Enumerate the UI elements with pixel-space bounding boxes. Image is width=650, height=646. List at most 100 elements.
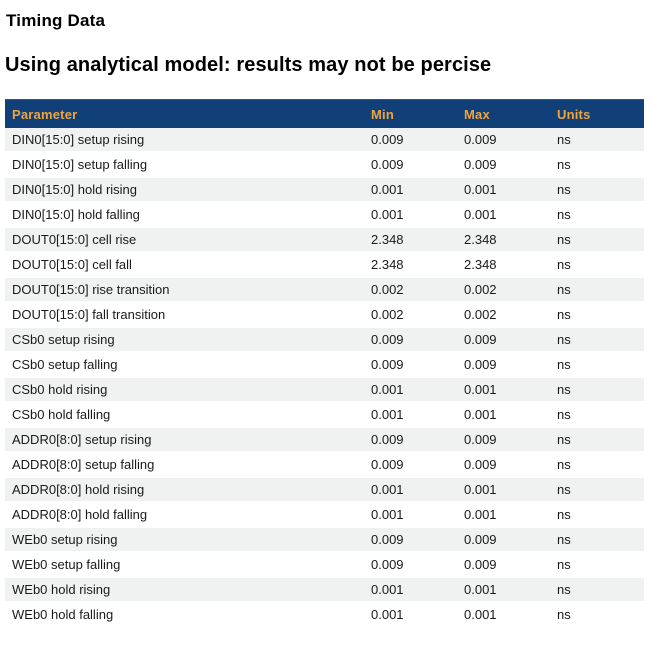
cell-units: ns [552, 277, 644, 303]
cell-max: 0.001 [459, 177, 552, 203]
table-row: WEb0 setup falling 0.009 0.009 ns [5, 552, 644, 578]
column-header-max: Max [459, 99, 552, 128]
table-row: CSb0 hold falling 0.001 0.001 ns [5, 402, 644, 428]
cell-max: 0.009 [459, 152, 552, 178]
cell-parameter: WEb0 hold falling [5, 602, 366, 628]
table-row: ADDR0[8:0] hold rising 0.001 0.001 ns [5, 477, 644, 503]
cell-parameter: DIN0[15:0] hold rising [5, 177, 366, 203]
table-row: WEb0 hold rising 0.001 0.001 ns [5, 577, 644, 603]
table-row: CSb0 hold rising 0.001 0.001 ns [5, 377, 644, 403]
cell-max: 0.001 [459, 602, 552, 628]
table-row: WEb0 hold falling 0.001 0.001 ns [5, 602, 644, 628]
cell-min: 0.009 [366, 152, 459, 178]
cell-parameter: DOUT0[15:0] cell fall [5, 252, 366, 278]
cell-min: 0.009 [366, 452, 459, 478]
page-subtitle: Using analytical model: results may not … [5, 54, 492, 76]
cell-units: ns [552, 427, 644, 453]
cell-parameter: DIN0[15:0] setup falling [5, 152, 366, 178]
cell-min: 0.001 [366, 602, 459, 628]
timing-report-page: Timing Data Using analytical model: resu… [5, 11, 644, 628]
timing-data-table: Parameter Min Max Units DIN0[15:0] setup… [5, 99, 644, 628]
cell-max: 0.001 [459, 402, 552, 428]
page-title: Timing Data [6, 11, 106, 30]
cell-parameter: CSb0 setup rising [5, 327, 366, 353]
cell-min: 0.009 [366, 527, 459, 553]
cell-min: 0.001 [366, 577, 459, 603]
cell-max: 0.001 [459, 377, 552, 403]
cell-max: 0.009 [459, 128, 552, 153]
cell-parameter: CSb0 hold rising [5, 377, 366, 403]
cell-units: ns [552, 502, 644, 528]
table-row: DOUT0[15:0] cell fall 2.348 2.348 ns [5, 252, 644, 278]
column-header-parameter: Parameter [5, 99, 366, 128]
cell-max: 0.009 [459, 327, 552, 353]
table-row: CSb0 setup rising 0.009 0.009 ns [5, 327, 644, 353]
cell-units: ns [552, 152, 644, 178]
cell-parameter: DOUT0[15:0] rise transition [5, 277, 366, 303]
table-row: DIN0[15:0] setup falling 0.009 0.009 ns [5, 152, 644, 178]
cell-parameter: CSb0 hold falling [5, 402, 366, 428]
cell-parameter: DIN0[15:0] hold falling [5, 202, 366, 228]
cell-min: 0.009 [366, 327, 459, 353]
cell-max: 0.009 [459, 552, 552, 578]
cell-max: 0.009 [459, 427, 552, 453]
cell-min: 0.001 [366, 477, 459, 503]
table-row: WEb0 setup rising 0.009 0.009 ns [5, 527, 644, 553]
cell-min: 2.348 [366, 227, 459, 253]
cell-min: 0.001 [366, 202, 459, 228]
cell-parameter: DOUT0[15:0] cell rise [5, 227, 366, 253]
cell-max: 0.002 [459, 277, 552, 303]
cell-max: 0.009 [459, 352, 552, 378]
cell-max: 0.009 [459, 527, 552, 553]
table-body: DIN0[15:0] setup rising 0.009 0.009 ns D… [5, 128, 644, 628]
cell-units: ns [552, 527, 644, 553]
table-row: DIN0[15:0] hold rising 0.001 0.001 ns [5, 177, 644, 203]
cell-max: 2.348 [459, 227, 552, 253]
cell-units: ns [552, 128, 644, 153]
cell-max: 0.001 [459, 577, 552, 603]
cell-parameter: ADDR0[8:0] hold falling [5, 502, 366, 528]
cell-units: ns [552, 177, 644, 203]
cell-parameter: ADDR0[8:0] hold rising [5, 477, 366, 503]
cell-parameter: DIN0[15:0] setup rising [5, 128, 366, 153]
cell-units: ns [552, 227, 644, 253]
cell-max: 0.001 [459, 477, 552, 503]
cell-min: 0.002 [366, 302, 459, 328]
table-row: ADDR0[8:0] setup falling 0.009 0.009 ns [5, 452, 644, 478]
cell-units: ns [552, 452, 644, 478]
cell-min: 0.001 [366, 502, 459, 528]
cell-units: ns [552, 402, 644, 428]
table-row: DOUT0[15:0] rise transition 0.002 0.002 … [5, 277, 644, 303]
cell-units: ns [552, 327, 644, 353]
table-row: CSb0 setup falling 0.009 0.009 ns [5, 352, 644, 378]
cell-parameter: WEb0 hold rising [5, 577, 366, 603]
table-row: DOUT0[15:0] fall transition 0.002 0.002 … [5, 302, 644, 328]
cell-parameter: DOUT0[15:0] fall transition [5, 302, 366, 328]
cell-min: 0.001 [366, 402, 459, 428]
cell-units: ns [552, 552, 644, 578]
cell-min: 0.001 [366, 377, 459, 403]
table-header-row: Parameter Min Max Units [5, 99, 644, 128]
cell-parameter: CSb0 setup falling [5, 352, 366, 378]
cell-max: 0.001 [459, 502, 552, 528]
cell-units: ns [552, 577, 644, 603]
cell-parameter: ADDR0[8:0] setup falling [5, 452, 366, 478]
cell-min: 0.009 [366, 427, 459, 453]
cell-min: 0.001 [366, 177, 459, 203]
cell-units: ns [552, 302, 644, 328]
cell-units: ns [552, 477, 644, 503]
cell-min: 0.009 [366, 128, 459, 153]
table-row: DIN0[15:0] setup rising 0.009 0.009 ns [5, 128, 644, 153]
cell-units: ns [552, 252, 644, 278]
cell-max: 0.001 [459, 202, 552, 228]
table-row: DIN0[15:0] hold falling 0.001 0.001 ns [5, 202, 644, 228]
cell-max: 0.002 [459, 302, 552, 328]
cell-units: ns [552, 202, 644, 228]
cell-parameter: WEb0 setup falling [5, 552, 366, 578]
table-row: ADDR0[8:0] hold falling 0.001 0.001 ns [5, 502, 644, 528]
cell-min: 0.009 [366, 352, 459, 378]
column-header-units: Units [552, 99, 644, 128]
cell-min: 0.002 [366, 277, 459, 303]
cell-parameter: WEb0 setup rising [5, 527, 366, 553]
cell-max: 2.348 [459, 252, 552, 278]
